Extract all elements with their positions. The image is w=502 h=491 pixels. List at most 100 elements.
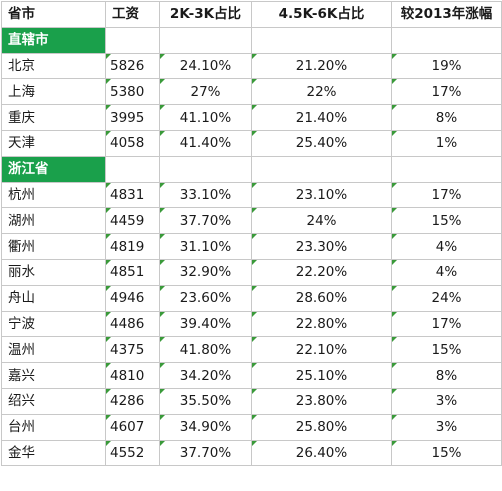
share-4-5k-6k-cell[interactable]: 23.10% <box>251 181 392 209</box>
empty-cell[interactable] <box>391 26 502 54</box>
wage-cell[interactable]: 4486 <box>105 310 160 338</box>
header-province[interactable]: 省市 <box>1 1 106 28</box>
share-2k-3k-cell[interactable]: 24.10% <box>159 52 252 80</box>
wage-cell[interactable]: 4819 <box>105 233 160 260</box>
wage-cell[interactable]: 4946 <box>105 284 160 312</box>
share-2k-3k-cell[interactable]: 31.10% <box>159 233 252 260</box>
share-2k-3k-cell[interactable]: 41.10% <box>159 104 252 131</box>
city-cell[interactable]: 舟山 <box>1 284 106 312</box>
city-cell[interactable]: 湖州 <box>1 207 106 235</box>
share-2k-3k-cell[interactable]: 23.60% <box>159 284 252 312</box>
share-4-5k-6k-cell[interactable]: 28.60% <box>251 284 392 312</box>
table-row: 台州 4607 34.90% 25.80% 3% <box>1 413 502 441</box>
city-cell[interactable]: 北京 <box>1 52 106 80</box>
share-2k-3k-cell[interactable]: 37.70% <box>159 207 252 235</box>
wage-cell[interactable]: 4607 <box>105 413 160 441</box>
share-4-5k-6k-cell[interactable]: 23.30% <box>251 233 392 260</box>
growth-cell[interactable]: 15% <box>391 336 502 364</box>
city-cell[interactable]: 衢州 <box>1 233 106 260</box>
table-row: 重庆 3995 41.10% 21.40% 8% <box>1 104 502 131</box>
share-2k-3k-cell[interactable]: 32.90% <box>159 258 252 286</box>
wage-cell[interactable]: 3995 <box>105 104 160 131</box>
wage-cell[interactable]: 4552 <box>105 439 160 467</box>
share-4-5k-6k-cell[interactable]: 22.20% <box>251 258 392 286</box>
growth-cell[interactable]: 15% <box>391 439 502 467</box>
growth-cell[interactable]: 4% <box>391 233 502 260</box>
wage-cell[interactable]: 5380 <box>105 78 160 106</box>
share-2k-3k-cell[interactable]: 34.90% <box>159 413 252 441</box>
share-2k-3k-cell[interactable]: 39.40% <box>159 310 252 338</box>
growth-cell[interactable]: 15% <box>391 207 502 235</box>
header-share-2k-3k[interactable]: 2K-3K占比 <box>159 1 252 28</box>
wage-cell[interactable]: 4375 <box>105 336 160 364</box>
share-4-5k-6k-cell[interactable]: 24% <box>251 207 392 235</box>
table-row: 宁波 4486 39.40% 22.80% 17% <box>1 310 502 338</box>
city-cell[interactable]: 台州 <box>1 413 106 441</box>
table-row: 天津 4058 41.40% 25.40% 1% <box>1 129 502 157</box>
share-4-5k-6k-cell[interactable]: 22% <box>251 78 392 106</box>
share-4-5k-6k-cell[interactable]: 22.10% <box>251 336 392 364</box>
share-2k-3k-cell[interactable]: 34.20% <box>159 362 252 389</box>
wage-cell[interactable]: 4851 <box>105 258 160 286</box>
growth-cell[interactable]: 17% <box>391 78 502 106</box>
empty-cell[interactable] <box>251 155 392 183</box>
table-row: 北京 5826 24.10% 21.20% 19% <box>1 52 502 80</box>
city-cell[interactable]: 宁波 <box>1 310 106 338</box>
group-row-zhejiang: 浙江省 <box>1 155 502 183</box>
header-growth-vs-2013[interactable]: 较2013年涨幅 <box>391 1 502 28</box>
share-4-5k-6k-cell[interactable]: 26.40% <box>251 439 392 467</box>
growth-cell[interactable]: 3% <box>391 413 502 441</box>
city-cell[interactable]: 绍兴 <box>1 387 106 415</box>
salary-table: 省市 工资 2K-3K占比 4.5K-6K占比 较2013年涨幅 直辖市 北京 … <box>1 1 502 467</box>
city-cell[interactable]: 天津 <box>1 129 106 157</box>
city-cell[interactable]: 重庆 <box>1 104 106 131</box>
city-cell[interactable]: 丽水 <box>1 258 106 286</box>
growth-cell[interactable]: 4% <box>391 258 502 286</box>
wage-cell[interactable]: 4459 <box>105 207 160 235</box>
empty-cell[interactable] <box>105 26 160 54</box>
wage-cell[interactable]: 4286 <box>105 387 160 415</box>
table-row: 杭州 4831 33.10% 23.10% 17% <box>1 181 502 209</box>
share-2k-3k-cell[interactable]: 35.50% <box>159 387 252 415</box>
wage-cell[interactable]: 4058 <box>105 129 160 157</box>
group-label[interactable]: 浙江省 <box>1 155 106 183</box>
growth-cell[interactable]: 8% <box>391 104 502 131</box>
group-label[interactable]: 直辖市 <box>1 26 106 54</box>
growth-cell[interactable]: 17% <box>391 310 502 338</box>
header-share-4-5k-6k[interactable]: 4.5K-6K占比 <box>251 1 392 28</box>
header-wage[interactable]: 工资 <box>105 1 160 28</box>
share-2k-3k-cell[interactable]: 41.40% <box>159 129 252 157</box>
wage-cell[interactable]: 5826 <box>105 52 160 80</box>
table-row: 衢州 4819 31.10% 23.30% 4% <box>1 233 502 260</box>
share-2k-3k-cell[interactable]: 33.10% <box>159 181 252 209</box>
share-4-5k-6k-cell[interactable]: 23.80% <box>251 387 392 415</box>
empty-cell[interactable] <box>159 155 252 183</box>
share-4-5k-6k-cell[interactable]: 22.80% <box>251 310 392 338</box>
city-cell[interactable]: 上海 <box>1 78 106 106</box>
growth-cell[interactable]: 1% <box>391 129 502 157</box>
city-cell[interactable]: 杭州 <box>1 181 106 209</box>
growth-cell[interactable]: 17% <box>391 181 502 209</box>
city-cell[interactable]: 金华 <box>1 439 106 467</box>
share-4-5k-6k-cell[interactable]: 25.40% <box>251 129 392 157</box>
growth-cell[interactable]: 19% <box>391 52 502 80</box>
share-4-5k-6k-cell[interactable]: 21.20% <box>251 52 392 80</box>
growth-cell[interactable]: 24% <box>391 284 502 312</box>
share-2k-3k-cell[interactable]: 41.80% <box>159 336 252 364</box>
share-2k-3k-cell[interactable]: 37.70% <box>159 439 252 467</box>
share-4-5k-6k-cell[interactable]: 25.10% <box>251 362 392 389</box>
share-4-5k-6k-cell[interactable]: 25.80% <box>251 413 392 441</box>
city-cell[interactable]: 温州 <box>1 336 106 364</box>
share-4-5k-6k-cell[interactable]: 21.40% <box>251 104 392 131</box>
wage-cell[interactable]: 4831 <box>105 181 160 209</box>
empty-cell[interactable] <box>159 26 252 54</box>
empty-cell[interactable] <box>105 155 160 183</box>
growth-cell[interactable]: 3% <box>391 387 502 415</box>
city-cell[interactable]: 嘉兴 <box>1 362 106 389</box>
empty-cell[interactable] <box>251 26 392 54</box>
share-2k-3k-cell[interactable]: 27% <box>159 78 252 106</box>
wage-cell[interactable]: 4810 <box>105 362 160 389</box>
table-row: 嘉兴 4810 34.20% 25.10% 8% <box>1 362 502 389</box>
empty-cell[interactable] <box>391 155 502 183</box>
growth-cell[interactable]: 8% <box>391 362 502 389</box>
